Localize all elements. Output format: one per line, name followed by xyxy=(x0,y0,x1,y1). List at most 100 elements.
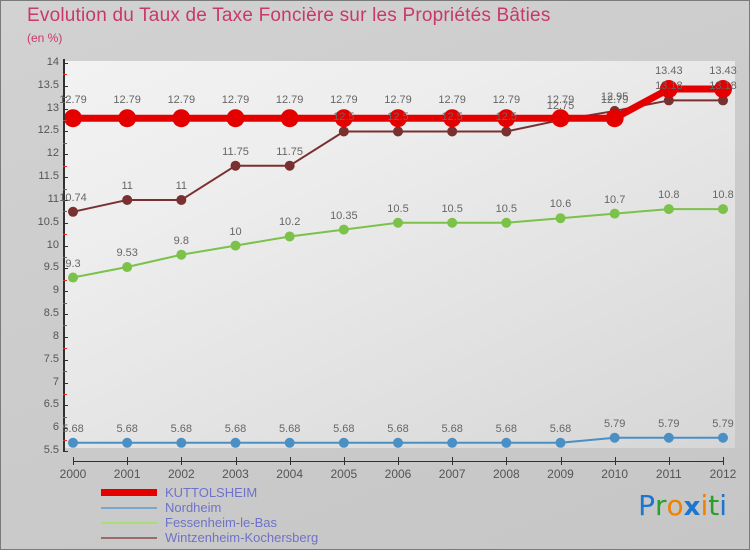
chart-svg xyxy=(64,80,732,448)
y-axis-minor-tick xyxy=(63,74,67,76)
y-axis-tick-mark xyxy=(63,336,68,338)
y-axis-tick-mark xyxy=(63,314,68,316)
x-axis-tick-label: 2008 xyxy=(492,467,520,481)
legend-item-fessenheim-le-bas[interactable]: Fessenheim-le-Bas xyxy=(101,515,318,530)
data-point-marker xyxy=(230,240,241,251)
y-axis-tick-mark xyxy=(63,199,68,201)
data-point-marker xyxy=(497,109,516,128)
y-axis-minor-tick xyxy=(63,120,67,122)
y-axis-tick-label: 5.5 xyxy=(43,444,59,456)
legend-color-swatch xyxy=(101,536,157,539)
y-axis-tick-mark xyxy=(63,405,68,407)
y-axis-minor-tick xyxy=(63,393,67,395)
data-point-marker xyxy=(122,437,133,448)
data-point-marker xyxy=(172,109,191,128)
legend-item-label: Nordheim xyxy=(165,500,222,515)
y-axis-tick-mark xyxy=(63,291,68,293)
y-axis-tick-mark xyxy=(63,382,68,384)
y-axis-minor-tick xyxy=(63,348,67,350)
data-point-marker xyxy=(338,224,349,235)
data-point-marker xyxy=(230,160,241,171)
data-point-marker xyxy=(501,217,512,228)
logo-letter: i xyxy=(700,489,709,522)
legend-item-wintzenheim-kochersberg[interactable]: Wintzenheim-Kochersberg xyxy=(101,530,318,545)
data-point-marker xyxy=(663,95,674,106)
y-axis-minor-tick xyxy=(63,165,67,167)
data-point-marker xyxy=(176,249,187,260)
x-axis-tick-mark xyxy=(73,457,74,465)
y-axis-tick-label: 9 xyxy=(52,284,59,297)
data-point-marker xyxy=(609,432,620,443)
data-point-marker xyxy=(334,109,353,128)
x-axis-tick-label: 2009 xyxy=(547,467,574,481)
data-point-marker xyxy=(176,437,187,448)
y-axis-line xyxy=(63,59,65,451)
y-axis-tick-mark xyxy=(63,428,68,430)
y-axis-tick-label: 6 xyxy=(52,421,59,434)
data-point-marker xyxy=(551,109,570,128)
y-axis-tick-label: 13.5 xyxy=(37,78,59,91)
x-axis-tick-mark xyxy=(668,457,670,465)
y-axis-tick-label: 7.5 xyxy=(43,352,59,365)
logo-letter: P xyxy=(638,489,656,522)
y-axis-tick-mark xyxy=(63,63,68,64)
data-point-marker xyxy=(118,109,137,128)
y-axis-tick-label: 11 xyxy=(47,192,59,205)
y-axis-minor-tick xyxy=(63,97,67,99)
x-axis-tick-mark xyxy=(343,457,345,465)
data-point-marker xyxy=(280,109,299,128)
legend-color-swatch xyxy=(101,521,157,524)
legend-item-label: Fessenheim-le-Bas xyxy=(165,515,277,530)
data-point-marker xyxy=(284,231,295,242)
y-axis-tick-mark xyxy=(63,154,68,156)
data-point-marker xyxy=(68,272,78,283)
y-axis-minor-tick xyxy=(63,257,67,258)
x-axis-tick-mark xyxy=(614,457,616,465)
data-point-marker xyxy=(659,80,678,99)
data-point-marker xyxy=(393,437,403,448)
proxiti-logo: Proxiti xyxy=(638,489,727,522)
data-point-marker xyxy=(68,206,78,217)
x-axis-tick-mark xyxy=(127,457,129,465)
data-point-marker xyxy=(122,194,133,205)
data-point-marker xyxy=(718,432,728,443)
legend-color-swatch xyxy=(101,489,157,496)
data-point-marker xyxy=(609,208,620,219)
logo-letter: o xyxy=(666,489,684,522)
data-point-marker xyxy=(447,437,458,448)
y-axis-tick-label: 13 xyxy=(46,101,59,114)
y-axis-tick-label: 6.5 xyxy=(43,398,59,411)
y-axis-tick-label: 12.5 xyxy=(37,124,59,137)
legend-item-kuttolsheim[interactable]: KUTTOLSHEIM xyxy=(101,485,318,500)
y-axis-minor-tick xyxy=(63,371,67,373)
series-kuttolsheim xyxy=(64,80,732,128)
data-point-marker xyxy=(714,80,732,99)
page-title: Evolution du Taux de Taxe Foncière sur l… xyxy=(27,5,551,26)
y-axis-minor-tick xyxy=(63,302,67,304)
y-axis-minor-tick xyxy=(63,439,67,441)
x-axis-tick-mark xyxy=(452,457,454,465)
data-point-marker xyxy=(555,213,566,224)
data-point-marker xyxy=(338,437,349,448)
data-point-marker xyxy=(663,204,674,215)
series-wintzenheim-kochersberg xyxy=(68,95,728,217)
data-point-marker xyxy=(389,109,407,128)
data-point-marker xyxy=(338,126,349,137)
x-axis-tick-label: 2002 xyxy=(167,467,195,481)
x-axis-tick-label: 2010 xyxy=(601,467,628,481)
legend-item-label: Wintzenheim-Kochersberg xyxy=(165,530,319,545)
x-axis-tick-label: 2004 xyxy=(276,467,303,481)
data-point-marker xyxy=(176,194,187,205)
y-axis-tick-label: 11.5 xyxy=(38,170,59,183)
x-axis-tick-mark xyxy=(560,457,562,465)
x-axis-tick-mark xyxy=(506,457,508,465)
logo-letter: r xyxy=(655,489,667,522)
data-point-marker xyxy=(284,437,295,448)
x-axis-tick-label: 2001 xyxy=(113,467,141,481)
legend-item-nordheim[interactable]: Nordheim xyxy=(101,500,318,515)
y-axis-tick-mark xyxy=(63,85,68,87)
data-point-marker xyxy=(718,204,728,215)
data-point-marker xyxy=(718,95,728,106)
data-point-marker xyxy=(447,217,458,228)
